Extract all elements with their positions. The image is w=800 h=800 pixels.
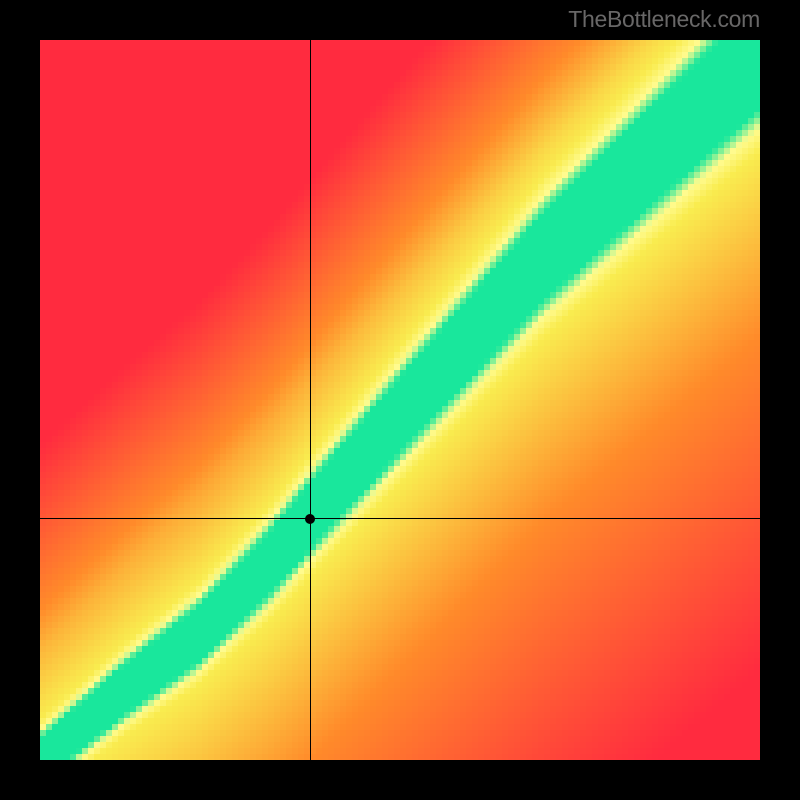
chart-frame: TheBottleneck.com [0, 0, 800, 800]
heatmap-canvas [40, 40, 760, 760]
watermark-text: TheBottleneck.com [568, 6, 760, 33]
crosshair-horizontal [40, 518, 760, 519]
crosshair-vertical [310, 40, 311, 760]
plot-area [40, 40, 760, 760]
marker-dot [305, 514, 315, 524]
